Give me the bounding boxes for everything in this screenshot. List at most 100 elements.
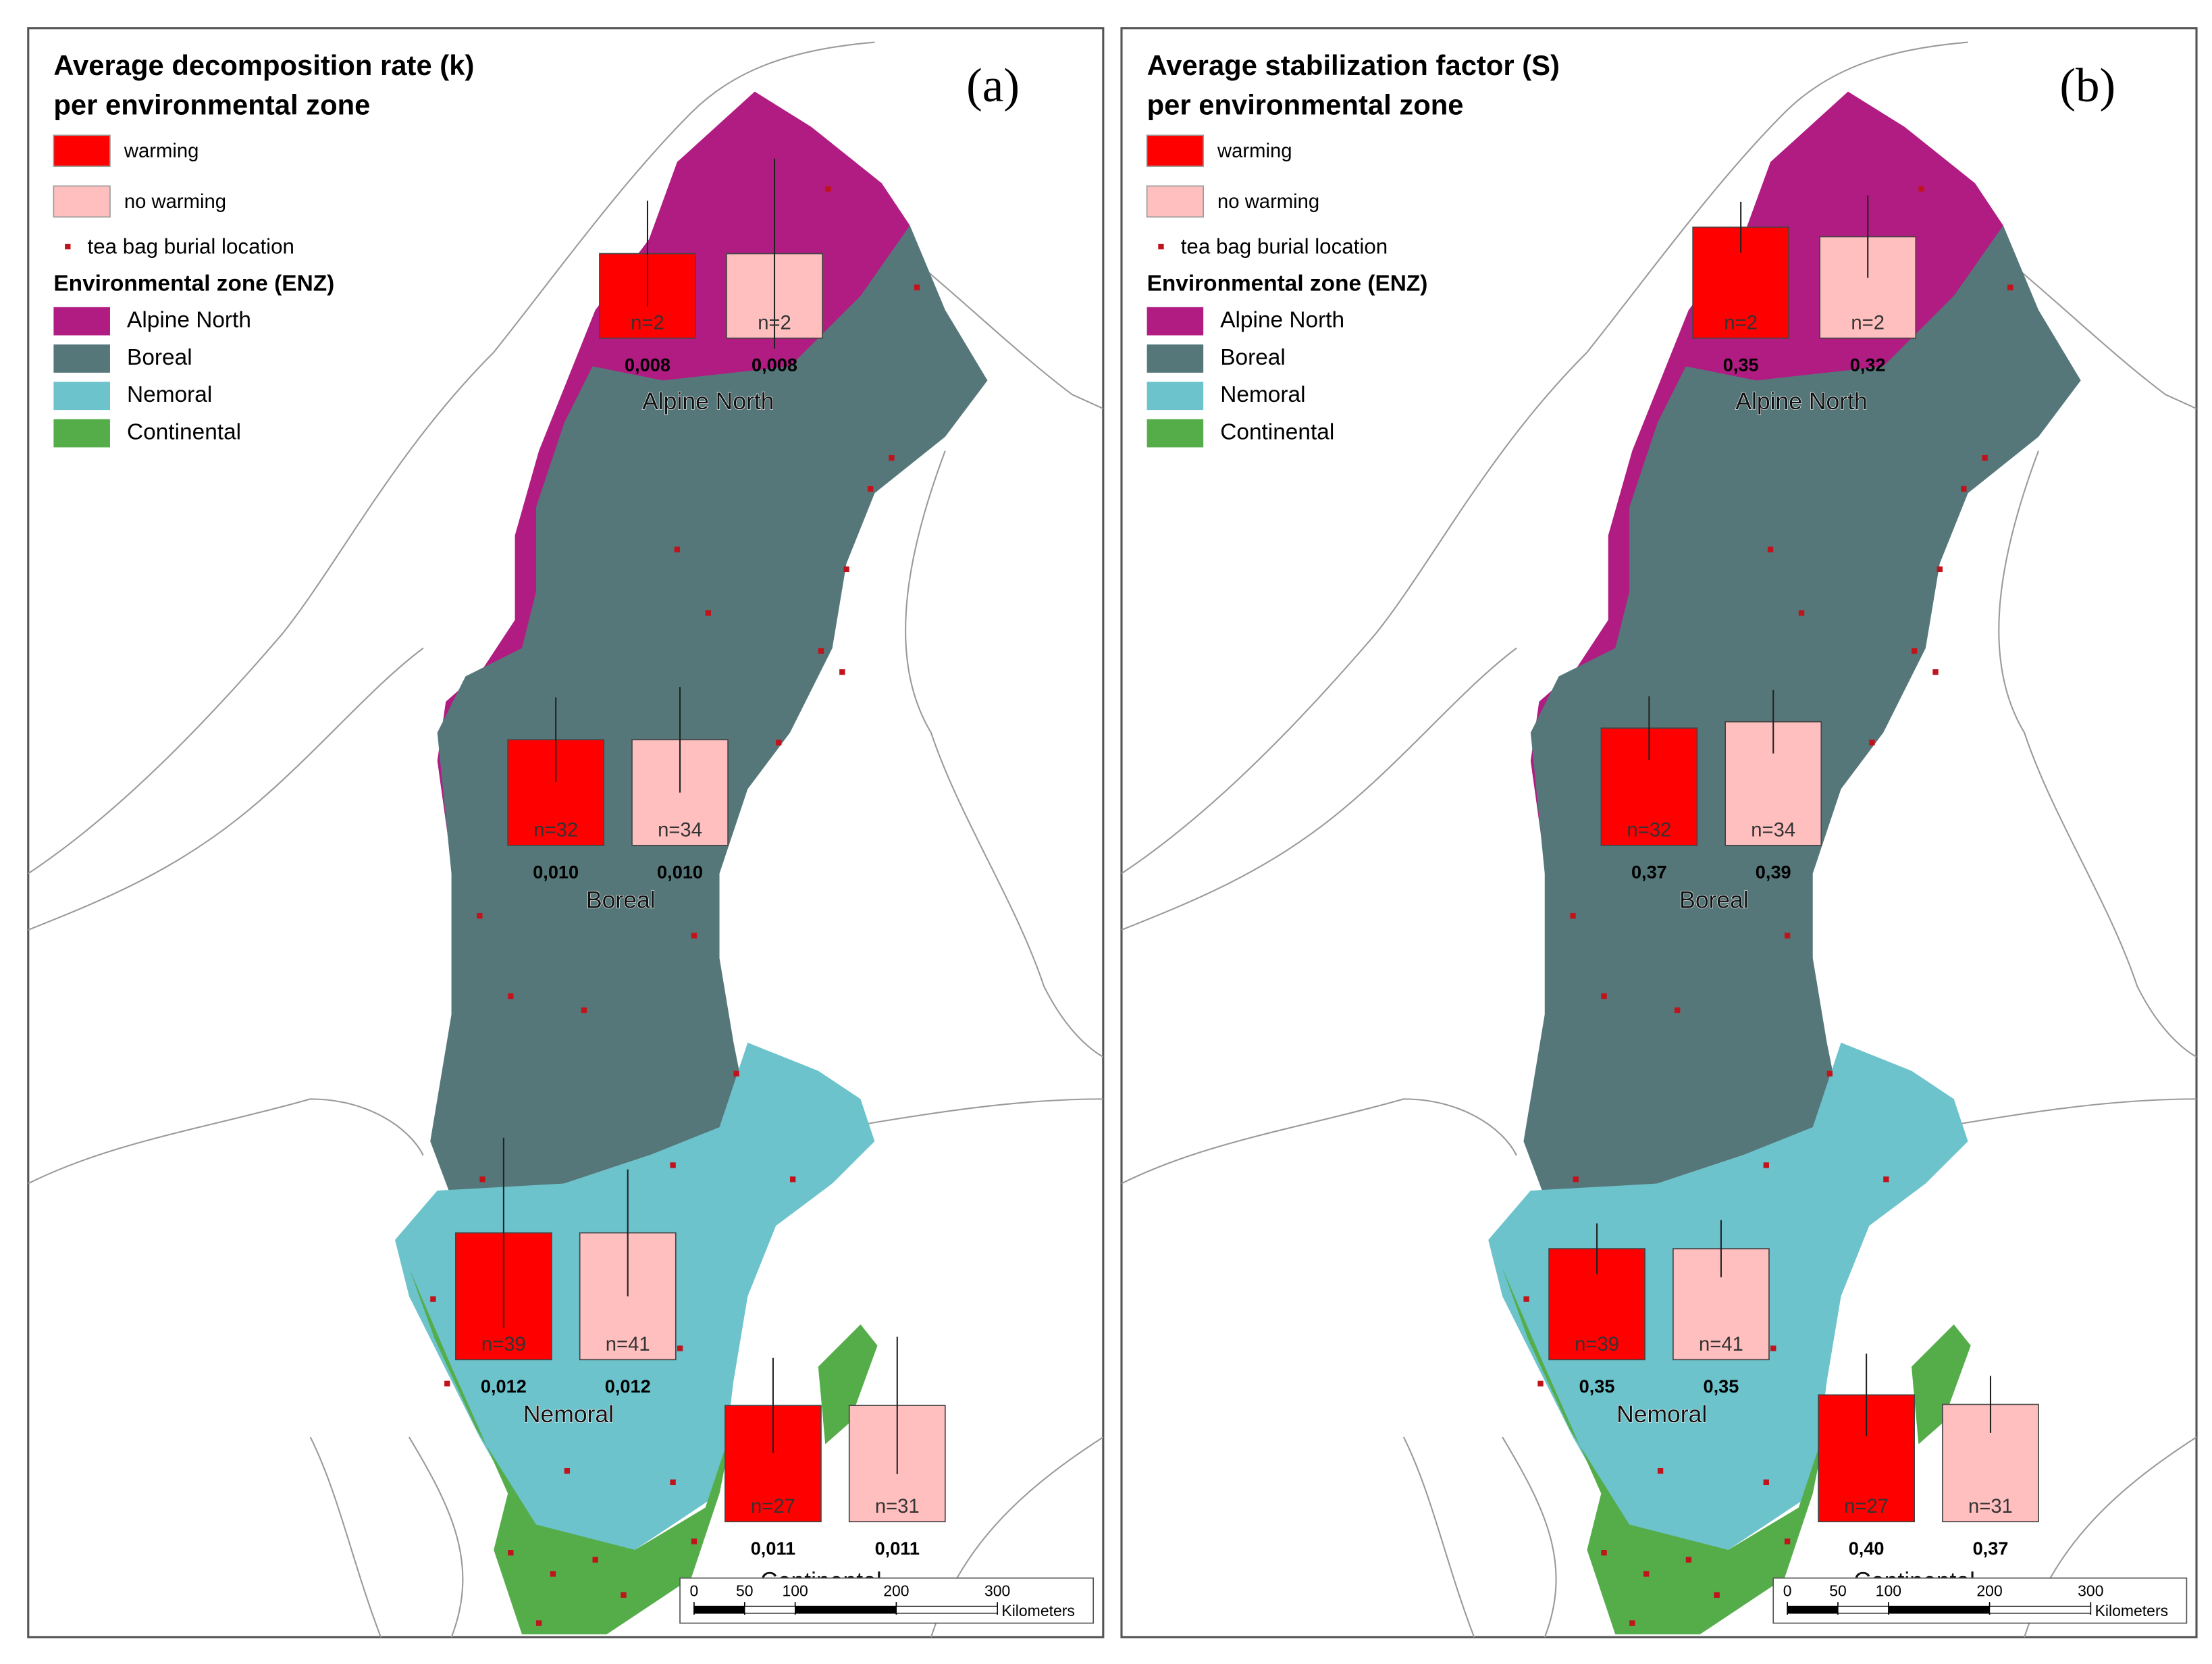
scalebar-unit: Kilometers bbox=[2095, 1602, 2169, 1619]
title: Average stabilization factor (S) bbox=[1147, 49, 1560, 81]
n-label: n=32 bbox=[533, 820, 578, 841]
scalebar-tick-label: 300 bbox=[2078, 1582, 2103, 1600]
n-label: n=27 bbox=[751, 1496, 795, 1517]
scalebar-segment bbox=[693, 1605, 745, 1614]
value-label: 0,008 bbox=[625, 355, 670, 375]
n-label: n=2 bbox=[631, 313, 664, 334]
legend-swatch bbox=[53, 344, 110, 373]
legend-swatch bbox=[1147, 344, 1204, 373]
value-label: 0,010 bbox=[533, 862, 579, 883]
panel-label: (a) bbox=[966, 59, 1020, 112]
legend-dot bbox=[65, 243, 71, 250]
title: Average decomposition rate (k) bbox=[53, 49, 474, 81]
zone-label: Alpine North bbox=[1735, 388, 1867, 415]
scalebar-unit: Kilometers bbox=[1001, 1602, 1075, 1619]
legend-swatch bbox=[1146, 185, 1204, 218]
legend-swatch bbox=[1147, 419, 1204, 448]
scalebar-box bbox=[1772, 1577, 2188, 1624]
value-label: 0,011 bbox=[751, 1538, 795, 1559]
scalebar-box bbox=[679, 1577, 1095, 1624]
legend-label: tea bag burial location bbox=[1181, 234, 1388, 258]
value-label: 0,35 bbox=[1723, 355, 1759, 375]
scalebar-tick-label: 200 bbox=[1976, 1582, 2002, 1600]
legend-heading: Environmental zone (ENZ) bbox=[1147, 271, 1428, 296]
zone-label: Nemoral bbox=[523, 1401, 614, 1428]
scalebar-segment bbox=[895, 1605, 998, 1614]
legend-swatch bbox=[53, 185, 111, 218]
zone-label: Alpine North bbox=[642, 388, 774, 415]
legend-swatch bbox=[1147, 307, 1204, 336]
legend-swatch bbox=[1147, 382, 1204, 411]
legend-heading: Environmental zone (ENZ) bbox=[53, 271, 334, 296]
legend-label: Boreal bbox=[127, 345, 192, 370]
scalebar-segment bbox=[795, 1605, 897, 1614]
scalebar-segment bbox=[1888, 1605, 1991, 1614]
scalebar-tick-label: 50 bbox=[1829, 1582, 1847, 1600]
value-label: 0,012 bbox=[605, 1376, 651, 1397]
legend-label: Nemoral bbox=[127, 382, 212, 407]
legend-label: no warming bbox=[1217, 191, 1319, 213]
legend-label: Continental bbox=[127, 419, 241, 444]
legend-label: warming bbox=[124, 140, 199, 162]
scalebar-segment bbox=[744, 1605, 796, 1614]
n-label: n=39 bbox=[481, 1334, 526, 1355]
n-label: n=2 bbox=[1724, 313, 1758, 334]
scalebar-segment bbox=[1989, 1605, 2091, 1614]
n-label: n=2 bbox=[1851, 313, 1885, 334]
n-label: n=41 bbox=[1699, 1334, 1743, 1355]
n-label: n=31 bbox=[1968, 1496, 2013, 1517]
n-label: n=34 bbox=[1751, 820, 1795, 841]
legend-dot bbox=[1158, 243, 1164, 250]
scalebar-tick-label: 50 bbox=[736, 1582, 754, 1600]
zone-label: Nemoral bbox=[1616, 1401, 1707, 1428]
panel-label: (b) bbox=[2059, 59, 2115, 112]
legend-swatch bbox=[53, 382, 110, 411]
legend-label: Boreal bbox=[1220, 345, 1286, 370]
n-label: n=2 bbox=[758, 313, 791, 334]
title: per environmental zone bbox=[1147, 89, 1464, 121]
value-label: 0,35 bbox=[1704, 1376, 1739, 1397]
scalebar-segment bbox=[1837, 1605, 1889, 1614]
legend-swatch bbox=[1146, 134, 1204, 167]
legend-label: Continental bbox=[1220, 419, 1334, 444]
n-label: n=32 bbox=[1627, 820, 1671, 841]
value-label: 0,35 bbox=[1579, 1376, 1615, 1397]
value-label: 0,32 bbox=[1850, 355, 1886, 375]
value-label: 0,012 bbox=[481, 1376, 527, 1397]
zone-label: Boreal bbox=[1679, 887, 1749, 914]
scalebar-segment bbox=[1787, 1605, 1839, 1614]
panel: Average decomposition rate (k) per enviro… bbox=[27, 27, 1105, 1638]
panel: Average stabilization factor (S) per envi… bbox=[1120, 27, 2198, 1638]
n-label: n=41 bbox=[606, 1334, 650, 1355]
legend-label: Alpine North bbox=[1220, 308, 1344, 333]
scalebar-tick-label: 0 bbox=[690, 1582, 699, 1600]
scalebar-tick-label: 200 bbox=[883, 1582, 909, 1600]
scalebar-tick-label: 300 bbox=[984, 1582, 1010, 1600]
scalebar-tick-label: 100 bbox=[782, 1582, 808, 1600]
value-label: 0,39 bbox=[1756, 862, 1791, 883]
scalebar-tick-label: 0 bbox=[1783, 1582, 1792, 1600]
n-label: n=34 bbox=[658, 820, 702, 841]
value-label: 0,37 bbox=[1631, 862, 1667, 883]
value-label: 0,011 bbox=[875, 1538, 920, 1559]
legend-swatch bbox=[53, 307, 110, 336]
zone-label: Boreal bbox=[586, 887, 656, 914]
legend-label: Nemoral bbox=[1220, 382, 1305, 407]
legend-label: Alpine North bbox=[127, 308, 251, 333]
n-label: n=39 bbox=[1575, 1334, 1619, 1355]
value-label: 0,010 bbox=[657, 862, 703, 883]
n-label: n=31 bbox=[875, 1496, 920, 1517]
value-label: 0,37 bbox=[1973, 1538, 2009, 1559]
legend-swatch bbox=[53, 419, 110, 448]
scalebar-tick-label: 100 bbox=[1876, 1582, 1901, 1600]
value-label: 0,008 bbox=[752, 355, 797, 375]
legend-label: warming bbox=[1217, 140, 1292, 162]
title: per environmental zone bbox=[53, 89, 370, 121]
legend-label: tea bag burial location bbox=[88, 234, 294, 258]
legend-label: no warming bbox=[124, 191, 226, 213]
n-label: n=27 bbox=[1844, 1496, 1889, 1517]
value-label: 0,40 bbox=[1849, 1538, 1885, 1559]
legend-swatch bbox=[53, 134, 111, 167]
